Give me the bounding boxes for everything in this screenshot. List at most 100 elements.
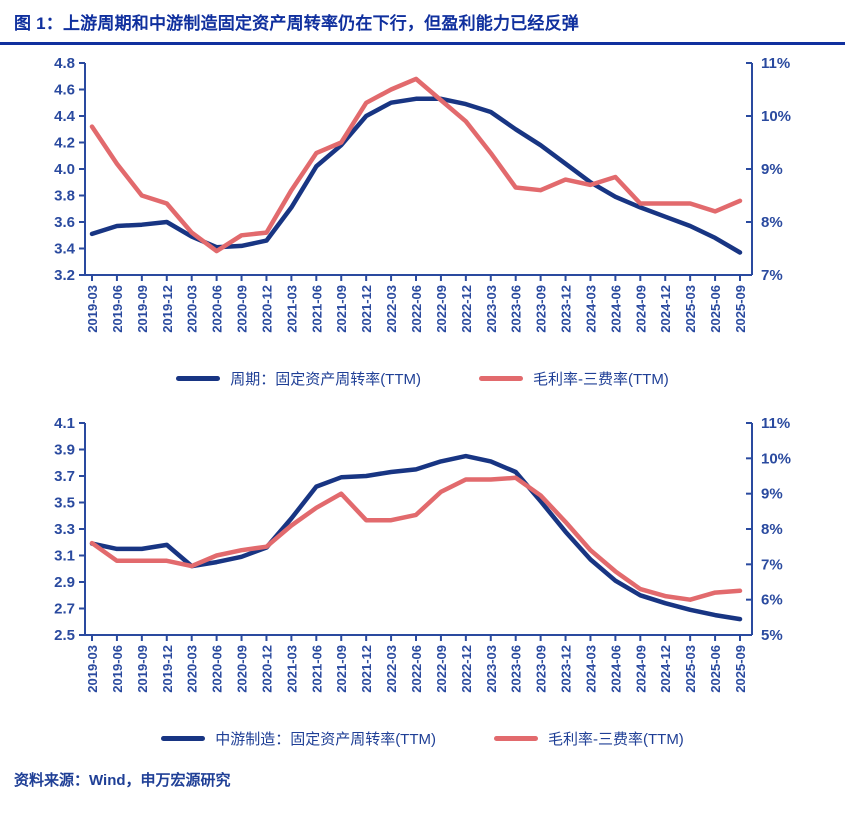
right-axis-tick-label: 8% [761,214,783,231]
x-axis-tick-label: 2022-12 [459,285,474,333]
x-axis-tick-label: 2025-09 [733,285,748,333]
x-axis-tick-label: 2021-09 [334,645,349,693]
x-axis-tick-label: 2025-03 [683,645,698,693]
red-line-swatch [479,375,523,381]
x-axis-tick-label: 2022-03 [384,645,399,693]
x-axis-tick-label: 2022-06 [409,645,424,693]
data-line-series-0 [89,453,743,622]
right-axis-tick-label: 10% [761,108,791,125]
x-axis-tick-label: 2019-03 [85,285,100,333]
legend-item-midstream-turnover: 中游制造：固定资产周转率(TTM) [161,728,436,749]
legend-item-cycle-turnover: 周期：固定资产周转率(TTM) [176,368,421,389]
data-line-series-1 [89,475,743,602]
navy-line-swatch [176,375,221,381]
right-axis-tick-label: 10% [761,450,791,467]
left-axis-tick-label: 3.2 [54,267,75,284]
x-axis-tick-label: 2020-09 [235,285,250,333]
x-axis-tick-label: 2020-06 [210,645,225,693]
x-axis-tick-label: 2019-12 [160,285,175,333]
legend-item-gross-margin: 毛利率-三费率(TTM) [494,728,684,749]
x-axis-tick-label: 2024-03 [583,285,598,333]
left-axis-tick-label: 3.7 [54,468,75,485]
left-axis-tick-label: 3.6 [54,214,75,231]
x-axis-tick-label: 2024-03 [583,645,598,693]
x-axis-tick-label: 2025-06 [708,645,723,693]
source-note: 资料来源：Wind，申万宏源研究 [14,772,231,789]
x-axis-tick-label: 2025-09 [733,645,748,693]
x-axis-tick-label: 2019-03 [85,645,100,693]
x-axis-tick-label: 2019-06 [110,285,125,333]
left-axis-tick-label: 3.5 [54,495,75,512]
x-axis-tick-label: 2022-09 [434,285,449,333]
x-axis-tick-label: 2024-09 [633,645,648,693]
x-axis-tick-label: 2021-06 [309,645,324,693]
x-axis-tick-label: 2024-09 [633,285,648,333]
right-axis-tick-label: 7% [761,556,783,573]
x-axis-tick-label: 2023-09 [534,285,549,333]
x-axis-tick-label: 2021-03 [284,645,299,693]
x-axis-tick-label: 2023-06 [509,285,524,333]
x-axis-tick-label: 2019-09 [135,285,150,333]
right-axis-tick-label: 11% [761,415,790,432]
left-axis-tick-label: 4.6 [54,82,75,99]
left-axis-tick-label: 3.4 [54,241,76,258]
x-axis-tick-label: 2024-06 [608,645,623,693]
left-axis-tick-label: 3.9 [54,442,75,459]
x-axis-tick-label: 2023-09 [534,645,549,693]
left-axis-tick-label: 4.0 [54,161,75,178]
x-axis-tick-label: 2025-06 [708,285,723,333]
x-axis-tick-label: 2020-03 [185,645,200,693]
x-axis-tick-label: 2024-12 [658,645,673,693]
legend-label: 毛利率-三费率(TTM) [548,730,684,748]
x-axis-tick-label: 2025-03 [683,285,698,333]
x-axis-tick-label: 2024-12 [658,285,673,333]
x-axis-tick-label: 2023-12 [559,285,574,333]
chart-upstream-legend: 周期：固定资产周转率(TTM) 毛利率-三费率(TTM) [0,367,845,389]
legend-label: 周期：固定资产周转率(TTM) [230,370,421,388]
x-axis-tick-label: 2019-09 [135,645,150,693]
left-axis-tick-label: 4.1 [54,415,75,432]
x-axis-tick-label: 2023-03 [484,645,499,693]
right-axis-tick-label: 8% [761,521,783,538]
x-axis-tick-label: 2022-06 [409,285,424,333]
left-axis-tick-label: 2.5 [54,627,75,644]
right-axis-tick-label: 7% [761,267,783,284]
right-axis-tick-label: 9% [761,486,783,503]
right-axis-tick-label: 9% [761,161,783,178]
left-axis-tick-label: 4.8 [54,55,75,72]
x-axis-tick-label: 2021-09 [334,285,349,333]
figure-title: 图 1：上游周期和中游制造固定资产周转率仍在下行，但盈利能力已经反弹 [14,14,579,33]
x-axis-tick-label: 2019-12 [160,645,175,693]
x-axis-tick-label: 2022-09 [434,645,449,693]
x-axis-tick-label: 2024-06 [608,285,623,333]
legend-label: 毛利率-三费率(TTM) [533,370,669,388]
left-axis-tick-label: 3.8 [54,188,75,205]
x-axis-tick-label: 2022-12 [459,645,474,693]
x-axis-tick-label: 2023-12 [559,645,574,693]
x-axis-tick-label: 2021-12 [359,645,374,693]
left-axis-tick-label: 2.9 [54,574,75,591]
x-axis-tick-label: 2020-06 [210,285,225,333]
legend-item-gross-margin: 毛利率-三费率(TTM) [479,368,669,389]
x-axis-tick-label: 2019-06 [110,645,125,693]
right-axis-tick-label: 11% [761,55,790,72]
legend-label: 中游制造：固定资产周转率(TTM) [215,730,436,748]
x-axis-tick-label: 2022-03 [384,285,399,333]
x-axis-tick-label: 2021-03 [284,285,299,333]
data-line-series-1 [89,76,743,254]
left-axis-tick-label: 4.4 [54,108,76,125]
x-axis-tick-label: 2023-06 [509,645,524,693]
figure-title-bar: 图 1：上游周期和中游制造固定资产周转率仍在下行，但盈利能力已经反弹 [0,0,845,45]
right-axis-tick-label: 6% [761,592,783,609]
chart-midstream-legend: 中游制造：固定资产周转率(TTM) 毛利率-三费率(TTM) [0,727,845,749]
left-axis-tick-label: 3.1 [54,548,75,565]
chart-upstream-cycle: 4.8 4.6 4.4 4.2 4.0 3.8 3.6 3.4 3.2 11% 10% 9% 8% 7% 2… [54,55,791,333]
x-axis-tick-label: 2020-12 [259,285,274,333]
left-axis-tick-label: 4.2 [54,135,75,152]
chart-midstream-manufacturing: 4.1 3.9 3.7 3.5 3.3 3.1 2.9 2.7 2.5 11% 10% 9% 8% 7% 6… [54,415,791,693]
right-axis-tick-label: 5% [761,627,783,644]
x-axis-tick-label: 2020-12 [259,645,274,693]
x-axis-tick-label: 2021-12 [359,285,374,333]
left-axis-tick-label: 2.7 [54,601,75,618]
